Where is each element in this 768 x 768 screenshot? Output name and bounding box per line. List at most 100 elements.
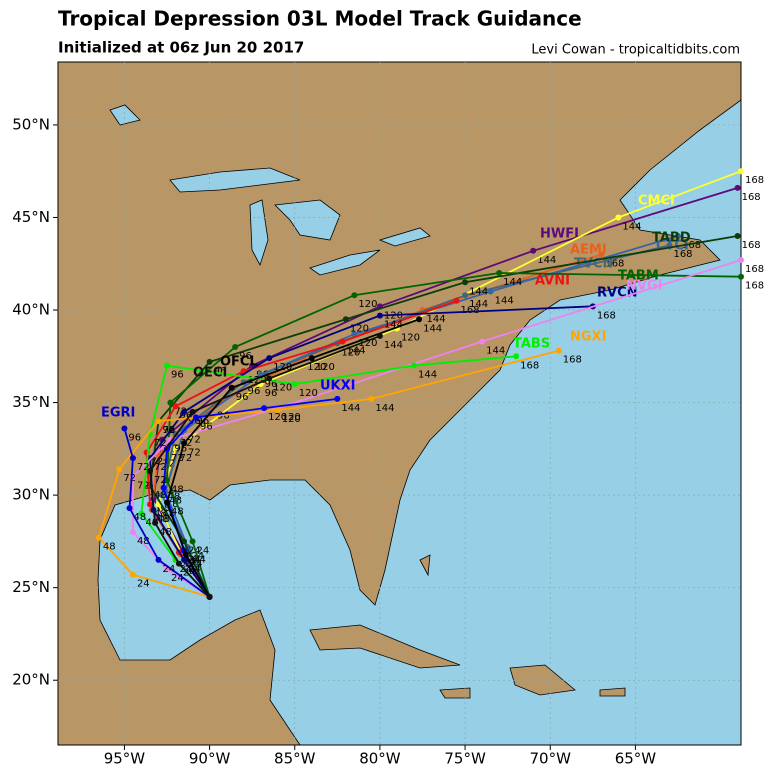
hour-label: 24 [193, 555, 206, 566]
y-tick-label: 45°N [12, 208, 50, 226]
hour-label: 168 [742, 192, 761, 203]
track-line [97, 349, 559, 598]
hour-label: 72 [137, 481, 150, 492]
track-point [416, 316, 423, 323]
hour-label: 144 [537, 255, 556, 266]
hour-label: 48 [154, 490, 167, 501]
hour-label: 24 [137, 579, 150, 590]
track-name: NGXI [570, 330, 606, 345]
hour-label: 144 [486, 345, 505, 356]
track-point [368, 395, 375, 402]
tracks: 24487296120144168HWFI24487296120144168CM… [95, 168, 764, 600]
hour-label: 24 [162, 564, 175, 575]
hour-label: 48 [157, 514, 170, 525]
track-point [175, 560, 182, 567]
track-point [615, 214, 622, 221]
track-name: AVNI [535, 274, 570, 289]
track-point [376, 312, 383, 319]
track-point [598, 251, 605, 258]
track-point [674, 232, 681, 239]
hour-label: 144 [469, 286, 488, 297]
track-name: TVCN [574, 257, 613, 272]
track-name: CTCI [656, 239, 689, 254]
hour-label: 96 [200, 421, 213, 432]
hour-label: 48 [162, 508, 175, 519]
track-point [129, 455, 136, 462]
track-point [487, 288, 494, 295]
track-point [206, 593, 213, 600]
track-point [496, 270, 503, 277]
track-point [155, 418, 162, 425]
track-point [261, 405, 268, 412]
hour-label: 120 [282, 412, 301, 423]
hour-label: 72 [154, 475, 167, 486]
hour-label: 144 [346, 345, 365, 356]
track-name: TABD [652, 231, 691, 246]
track-point [342, 316, 349, 323]
credit: Levi Cowan - tropicaltidbits.com [531, 43, 740, 58]
track-name: CMCI [638, 194, 675, 209]
hour-label: 168 [605, 258, 624, 269]
track-name: AEMI [570, 243, 607, 258]
track-point [738, 273, 744, 280]
hour-label: 120 [307, 362, 326, 373]
map [58, 62, 741, 745]
track-point [334, 395, 341, 402]
track-point [734, 184, 741, 191]
lakes [109, 104, 431, 276]
hour-label: 72 [171, 453, 184, 464]
track-name: OFCL [220, 355, 258, 370]
hour-label: 144 [375, 403, 394, 414]
subtitle: Initialized at 06z Jun 20 2017 [58, 39, 304, 57]
hour-label: 24 [188, 545, 201, 556]
track-point [189, 538, 196, 545]
frame [57, 61, 742, 746]
hour-label: 96 [214, 366, 227, 377]
hour-label: 144 [384, 320, 403, 331]
hour-label: 72 [154, 438, 167, 449]
hour-label: 72 [123, 473, 136, 484]
track-point [164, 362, 171, 369]
track-name: EGRI [101, 406, 135, 421]
hour-label: 96 [239, 351, 252, 362]
hour-label: 48 [166, 499, 179, 510]
x-tick-label: 65°W [615, 750, 657, 768]
hour-label: 72 [188, 434, 201, 445]
hour-label: 120 [273, 383, 292, 394]
hour-label: 96 [197, 416, 210, 427]
hour-label: 168 [597, 310, 616, 321]
hour-label: 24 [190, 558, 203, 569]
track-point [181, 556, 188, 563]
hour-label: 144 [423, 323, 442, 334]
islands [309, 554, 626, 699]
hour-label: 24 [197, 545, 210, 556]
track-point [291, 381, 298, 388]
hour-label: 96 [265, 388, 278, 399]
track-point [126, 505, 133, 512]
hour-label: 144 [418, 370, 437, 381]
track-point [274, 406, 281, 413]
hour-label: 120 [299, 388, 318, 399]
track-point [160, 484, 167, 491]
hour-label: 96 [180, 410, 193, 421]
hour-label: 48 [137, 536, 150, 547]
hour-label: 96 [162, 425, 175, 436]
hour-label: 168 [745, 264, 764, 275]
hour-label: 24 [180, 564, 193, 575]
track-point [339, 338, 346, 345]
hour-label: 120 [282, 414, 301, 425]
hour-label: 120 [273, 362, 292, 373]
track-point [192, 414, 199, 421]
hour-label: 96 [236, 392, 249, 403]
y-tick-label: 40°N [12, 301, 50, 319]
track-point [266, 375, 273, 382]
x-tick-label: 85°W [274, 750, 316, 768]
hour-label: 96 [265, 379, 278, 390]
track-point [95, 534, 102, 541]
hour-label: 120 [358, 299, 377, 310]
track-point [121, 425, 128, 432]
track-point [172, 403, 179, 410]
track-point [351, 292, 358, 299]
track-point [738, 168, 744, 175]
